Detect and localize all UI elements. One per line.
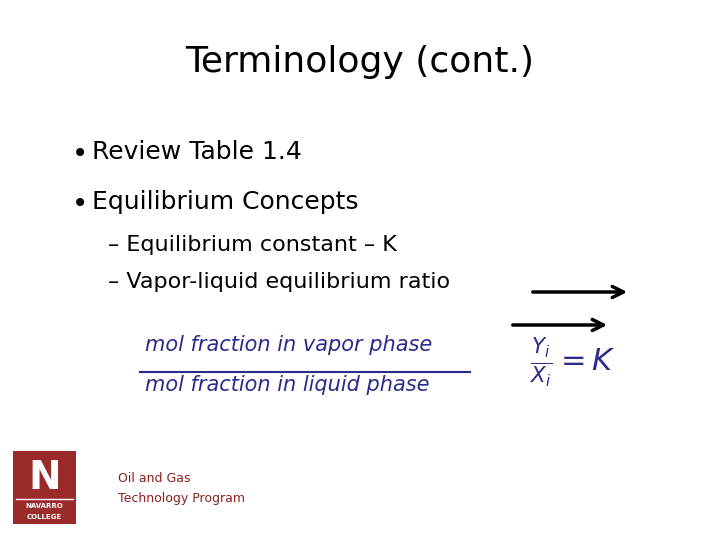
Text: Technology Program: Technology Program xyxy=(118,492,245,505)
Text: Review Table 1.4: Review Table 1.4 xyxy=(92,140,302,164)
Text: Equilibrium Concepts: Equilibrium Concepts xyxy=(92,190,359,214)
Text: mol fraction in liquid phase: mol fraction in liquid phase xyxy=(145,375,430,395)
Text: COLLEGE: COLLEGE xyxy=(27,514,62,519)
Text: – Equilibrium constant – K: – Equilibrium constant – K xyxy=(108,235,397,255)
Text: Oil and Gas: Oil and Gas xyxy=(118,472,191,485)
FancyBboxPatch shape xyxy=(13,451,76,524)
Text: Terminology (cont.): Terminology (cont.) xyxy=(186,45,534,79)
Text: NAVARRO: NAVARRO xyxy=(26,503,63,509)
Text: mol fraction in vapor phase: mol fraction in vapor phase xyxy=(145,335,432,355)
Text: •: • xyxy=(72,190,89,218)
Text: •: • xyxy=(72,140,89,168)
Text: $\frac{Y_i}{X_i} = K$: $\frac{Y_i}{X_i} = K$ xyxy=(530,336,616,389)
Text: N: N xyxy=(28,459,61,497)
Text: – Vapor-liquid equilibrium ratio: – Vapor-liquid equilibrium ratio xyxy=(108,272,450,292)
